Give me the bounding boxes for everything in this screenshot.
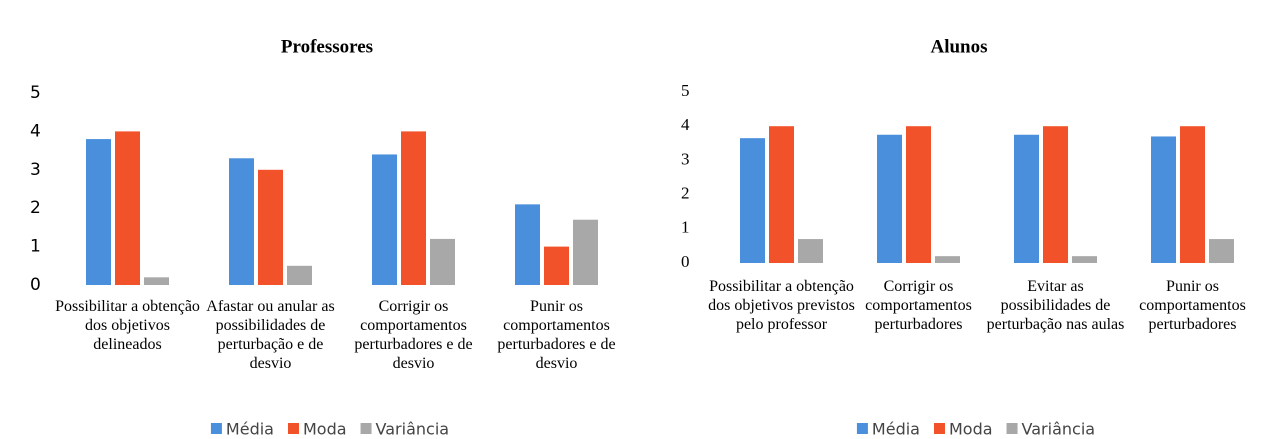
legend-swatch bbox=[360, 423, 372, 434]
bar bbox=[769, 126, 794, 263]
bar bbox=[544, 246, 569, 285]
x-tick-label: Afastar ou anular as possibilidades de p… bbox=[206, 298, 335, 372]
bar bbox=[258, 169, 283, 285]
bar bbox=[515, 204, 540, 285]
y-tick-label: 4 bbox=[681, 115, 690, 134]
bar bbox=[1180, 126, 1205, 263]
y-tick-label: 0 bbox=[681, 252, 690, 271]
legend-label: Média bbox=[872, 420, 920, 439]
y-tick-label: 4 bbox=[30, 121, 41, 141]
x-tick-label: Possibilitar a obtenção dos objetivos pr… bbox=[708, 278, 855, 333]
y-tick-label: 5 bbox=[681, 81, 690, 100]
legend-label: Média bbox=[226, 420, 274, 439]
y-tick-label: 0 bbox=[30, 275, 41, 295]
bar bbox=[1072, 256, 1097, 263]
x-tick-label: Corrigir os comportamentos perturbadores… bbox=[354, 298, 473, 372]
y-tick-label: 1 bbox=[681, 218, 690, 237]
legend-swatch bbox=[856, 423, 868, 434]
bar bbox=[115, 131, 140, 285]
chart: Alunos 0 1 2 3 4 5 Média Moda Variância bbox=[681, 36, 1234, 439]
bar bbox=[1043, 126, 1068, 263]
bar bbox=[798, 239, 823, 263]
y-tick-label: 3 bbox=[681, 149, 690, 168]
bar bbox=[229, 158, 254, 285]
y-tick-label: 5 bbox=[30, 83, 41, 103]
y-tick-label: 1 bbox=[30, 237, 41, 257]
legend-swatch bbox=[210, 423, 222, 434]
legend-swatch bbox=[933, 423, 945, 434]
x-tick-label: Evitar as possibilidades de perturbação … bbox=[986, 278, 1125, 333]
bar bbox=[1151, 136, 1176, 263]
bar bbox=[372, 154, 397, 285]
legend-label: Moda bbox=[949, 420, 993, 439]
bar bbox=[906, 126, 931, 263]
legend-label: Moda bbox=[303, 420, 347, 439]
x-tick-label: Punir os comportamentos perturbadores e … bbox=[497, 298, 616, 372]
bar bbox=[935, 256, 960, 263]
bar bbox=[1209, 239, 1234, 263]
y-tick-label: 2 bbox=[681, 184, 690, 203]
bar bbox=[740, 138, 765, 263]
legend-label: Variância bbox=[1022, 420, 1096, 439]
bar bbox=[287, 265, 312, 285]
x-tick-label: Corrigir os comportamentos perturbadores bbox=[865, 278, 972, 333]
bar bbox=[877, 134, 902, 263]
bar bbox=[430, 238, 455, 285]
chart-panel: Alunos 0 1 2 3 4 5 Média Moda Variância Possibilit… bbox=[641, 0, 1282, 439]
legend-label: Variância bbox=[376, 420, 450, 439]
legend-swatch bbox=[1006, 423, 1018, 434]
bar bbox=[86, 139, 111, 285]
chart: Professores 0 1 2 3 4 5 Média Moda Variância bbox=[30, 36, 598, 439]
bar bbox=[401, 131, 426, 285]
x-tick-label: Punir os comportamentos perturbadores bbox=[1139, 278, 1246, 333]
chart-title: Alunos bbox=[930, 36, 987, 57]
y-tick-label: 2 bbox=[30, 198, 41, 218]
bar bbox=[144, 277, 169, 285]
chart-title: Professores bbox=[281, 36, 373, 57]
y-tick-label: 3 bbox=[30, 160, 41, 180]
bar bbox=[573, 219, 598, 285]
chart-panel: Professores 0 1 2 3 4 5 Média Moda Variância Possi… bbox=[30, 36, 616, 439]
bar bbox=[1014, 134, 1039, 263]
x-tick-label: Possibilitar a obtenção dos objetivos de… bbox=[55, 298, 200, 353]
legend-swatch bbox=[287, 423, 299, 434]
